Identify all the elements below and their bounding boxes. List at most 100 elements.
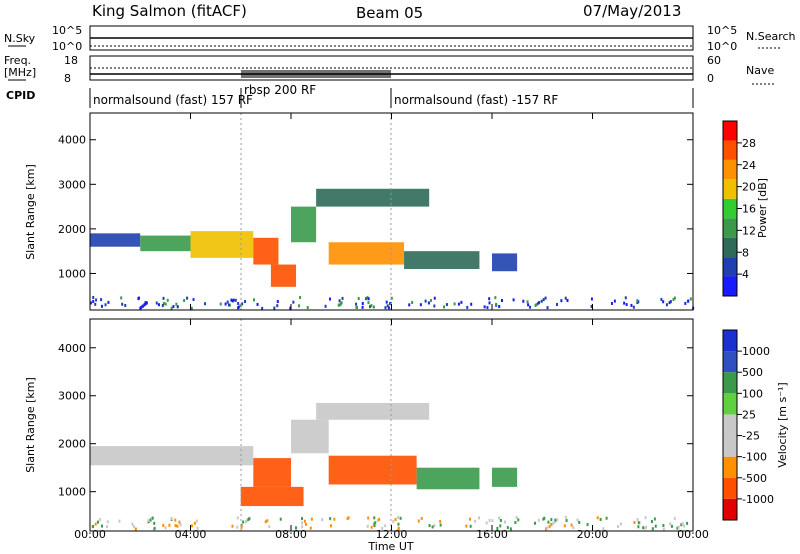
noise-speck — [534, 521, 537, 525]
heatmap-region — [253, 237, 279, 265]
noise-speck — [139, 306, 142, 310]
heatmap-region — [404, 251, 480, 269]
noise-speck — [670, 524, 673, 528]
cpid-label: CPID — [6, 89, 35, 102]
heatmap-region — [253, 458, 291, 487]
noise-speck — [100, 298, 103, 302]
time-xaxis: 00:00 04:00 08:00 12:00 16:00 20:00 00:00 — [74, 113, 709, 541]
noise-speck — [144, 301, 147, 305]
heatmap-region — [492, 467, 518, 487]
noise-speck — [347, 516, 350, 520]
noise-speck — [439, 519, 442, 523]
noise-speck — [397, 522, 400, 526]
noise-speck — [276, 300, 279, 304]
colorbar-tick-label: -100 — [742, 451, 767, 464]
noise-speck — [384, 306, 387, 310]
noise-speck — [367, 297, 370, 301]
colorbar-tick-label: 8 — [742, 246, 749, 259]
noise-speck — [105, 525, 108, 529]
noise-speck — [155, 301, 158, 305]
noise-speck — [298, 304, 301, 308]
noise-speck — [546, 306, 549, 310]
noise-speck — [498, 305, 501, 309]
noise-speck — [385, 300, 388, 304]
noise-speck — [645, 525, 648, 529]
heatmap-region — [316, 188, 430, 207]
noise-speck — [120, 296, 123, 300]
colorbar-swatch — [723, 140, 737, 160]
noise-speck — [669, 300, 672, 304]
noise-speck — [572, 526, 575, 530]
noise-speck — [457, 302, 460, 306]
noise-speck — [231, 524, 234, 528]
noise-speck — [563, 524, 566, 528]
noise-speck — [244, 300, 247, 304]
ytick-label: 1000 — [58, 267, 86, 280]
noise-speck — [556, 518, 559, 522]
noise-speck — [292, 300, 295, 304]
noise-speck — [684, 301, 687, 305]
noise-speck — [369, 305, 372, 309]
heatmap-region — [328, 455, 417, 485]
nsearch-tick-high: 10^5 — [707, 24, 737, 37]
noise-speck — [330, 524, 333, 528]
noise-speck — [96, 520, 99, 524]
noise-speck — [143, 302, 146, 306]
noise-speck — [596, 516, 599, 520]
noise-speck — [162, 296, 165, 300]
noise-speck — [162, 523, 165, 527]
noise-speck — [668, 301, 671, 305]
colorbar-tick-label: 16 — [742, 203, 756, 216]
noise-speck — [590, 297, 593, 301]
noise-speck — [439, 523, 442, 527]
noise-speck — [662, 524, 665, 528]
noise-speck — [366, 524, 369, 528]
noise-speck — [411, 300, 414, 304]
noise-speck — [488, 301, 491, 305]
noise-speck — [106, 520, 109, 524]
nave-label: Nave — [746, 64, 774, 77]
noise-speck — [219, 302, 222, 306]
noise-speck — [196, 526, 199, 530]
noise-speck — [610, 301, 613, 305]
noise-speck — [419, 303, 422, 307]
noise-speck — [496, 526, 499, 530]
colorbar-swatch — [723, 351, 737, 373]
freq-label: Freq. — [4, 54, 31, 67]
noise-speck — [157, 303, 160, 307]
noise-speck — [632, 305, 635, 309]
noise-speck — [324, 304, 327, 308]
noise-speck — [542, 298, 545, 302]
station-title: King Salmon (fitACF) — [92, 2, 247, 20]
power-ylabel: Slant Range [km] — [24, 164, 37, 260]
noise-speck — [333, 517, 336, 521]
noise-speck — [186, 296, 189, 300]
noise-speck — [95, 298, 98, 302]
noise-speck — [504, 520, 507, 524]
noise-speck — [303, 519, 306, 523]
noise-speck — [677, 525, 680, 529]
noise-speck — [361, 305, 364, 309]
noise-speck — [131, 522, 134, 526]
noise-speck — [427, 301, 430, 305]
noise-speck — [625, 303, 628, 307]
noise-speck — [660, 297, 663, 301]
noise-speck — [176, 305, 179, 309]
noise-speck — [630, 303, 633, 307]
colorbar-swatch — [723, 330, 737, 352]
noise-speck — [522, 299, 525, 303]
noise-speck — [321, 518, 324, 522]
noise-speck — [240, 525, 243, 529]
xtick-label: 12:00 — [376, 528, 408, 541]
noise-speck — [683, 524, 686, 528]
heatmap-region — [291, 419, 329, 454]
noise-speck — [576, 518, 579, 522]
noise-speck — [367, 516, 370, 520]
velocity-colorbar-frame — [722, 329, 738, 521]
noise-speck — [124, 304, 127, 308]
noise-speck — [294, 526, 297, 530]
noise-speck — [273, 306, 276, 310]
noise-speck — [168, 523, 171, 527]
noise-speck — [361, 301, 364, 305]
velocity-colorbar-ticks: -1000 -500 -100 -25 25 100 500 1000 — [737, 345, 774, 506]
